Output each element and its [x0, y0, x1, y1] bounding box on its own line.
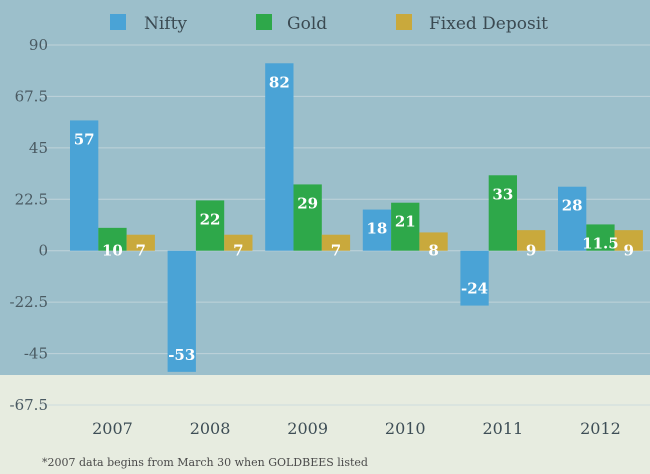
bar-nifty-2007 — [70, 120, 99, 251]
y-tick-label: -67.5 — [10, 396, 48, 414]
legend: Nifty Gold Fixed Deposit — [110, 14, 548, 34]
data-label-fixed-deposit-2007: 7 — [136, 242, 146, 260]
bar-nifty-2008 — [167, 250, 196, 372]
y-tick-label: 90 — [29, 36, 48, 54]
bar-gold-2011 — [488, 175, 517, 251]
y-tick-label: 45 — [29, 139, 48, 157]
plot-background — [0, 0, 650, 375]
category-label-2008: 2008 — [190, 419, 231, 438]
bar-gold-2012 — [586, 224, 615, 251]
data-label-gold-2008: 22 — [200, 210, 221, 228]
data-label-gold-2010: 21 — [395, 213, 416, 231]
data-label-fixed-deposit-2012: 9 — [624, 242, 634, 260]
bar-fixed-deposit-2009 — [321, 234, 351, 251]
bar-gold-2007 — [98, 227, 127, 251]
bar-nifty-2009 — [265, 63, 294, 251]
data-label-nifty-2008: -53 — [168, 346, 195, 364]
legend-item-nifty: Nifty — [110, 14, 187, 34]
data-label-fixed-deposit-2011: 9 — [526, 242, 536, 260]
bar-fixed-deposit-2008 — [224, 234, 253, 251]
legend-swatch-gold — [256, 14, 272, 30]
category-label-2010: 2010 — [385, 419, 426, 438]
category-label-2011: 2011 — [482, 419, 523, 438]
data-label-gold-2011: 33 — [492, 185, 513, 203]
bar-nifty-2012 — [558, 186, 587, 251]
bar-gold-2010 — [391, 202, 420, 251]
data-label-nifty-2010: 18 — [367, 220, 388, 238]
x-axis-category-labels: 2007 2008 2009 2010 2011 2012 — [92, 419, 621, 438]
data-label-gold-2009: 29 — [297, 194, 318, 212]
category-label-2007: 2007 — [92, 419, 133, 438]
category-label-2009: 2009 — [287, 419, 328, 438]
legend-label-gold: Gold — [287, 14, 327, 34]
data-label-gold-2007: 10 — [102, 242, 123, 260]
footnote: *2007 data begins from March 30 when GOL… — [42, 456, 368, 469]
data-label-nifty-2011: -24 — [461, 280, 488, 298]
bars — [70, 63, 643, 372]
data-label-nifty-2012: 28 — [562, 197, 583, 215]
data-label-gold-2012: 11.5 — [582, 234, 619, 252]
y-tick-label: -22.5 — [10, 293, 48, 311]
legend-swatch-nifty — [110, 14, 126, 30]
legend-label-fixed-deposit: Fixed Deposit — [429, 14, 548, 34]
bar-gold-2009 — [293, 184, 322, 251]
data-label-fixed-deposit-2009: 7 — [331, 242, 341, 260]
data-label-nifty-2009: 82 — [269, 73, 290, 91]
bar-fixed-deposit-2011 — [517, 230, 546, 251]
legend-item-fixed-deposit: Fixed Deposit — [396, 14, 548, 34]
bar-nifty-2011 — [460, 250, 489, 306]
bar-fixed-deposit-2010 — [419, 232, 448, 251]
data-label-fixed-deposit-2008: 7 — [233, 242, 243, 260]
legend-item-gold: Gold — [256, 14, 327, 34]
bar-nifty-2010 — [362, 209, 392, 251]
y-tick-label: 67.5 — [15, 87, 48, 105]
category-label-2012: 2012 — [580, 419, 621, 438]
legend-label-nifty: Nifty — [144, 14, 187, 34]
y-axis-tick-labels: 90 67.5 45 22.5 0 -22.5 -45 -67.5 — [10, 36, 48, 414]
y-tick-label: 22.5 — [15, 190, 48, 208]
data-label-fixed-deposit-2010: 8 — [428, 242, 438, 260]
bar-gold-2008 — [195, 200, 225, 251]
legend-swatch-fixed-deposit — [396, 14, 412, 30]
lower-background — [0, 375, 650, 474]
bar-fixed-deposit-2007 — [126, 234, 155, 251]
bar-fixed-deposit-2012 — [614, 230, 643, 251]
data-label-nifty-2007: 57 — [74, 130, 95, 148]
data-labels: 57 10 7 -53 22 7 82 29 7 18 21 8 -24 33 9 28 11.5 9 — [74, 73, 634, 364]
y-tick-label: 0 — [38, 242, 48, 260]
y-tick-label: -45 — [24, 345, 48, 363]
